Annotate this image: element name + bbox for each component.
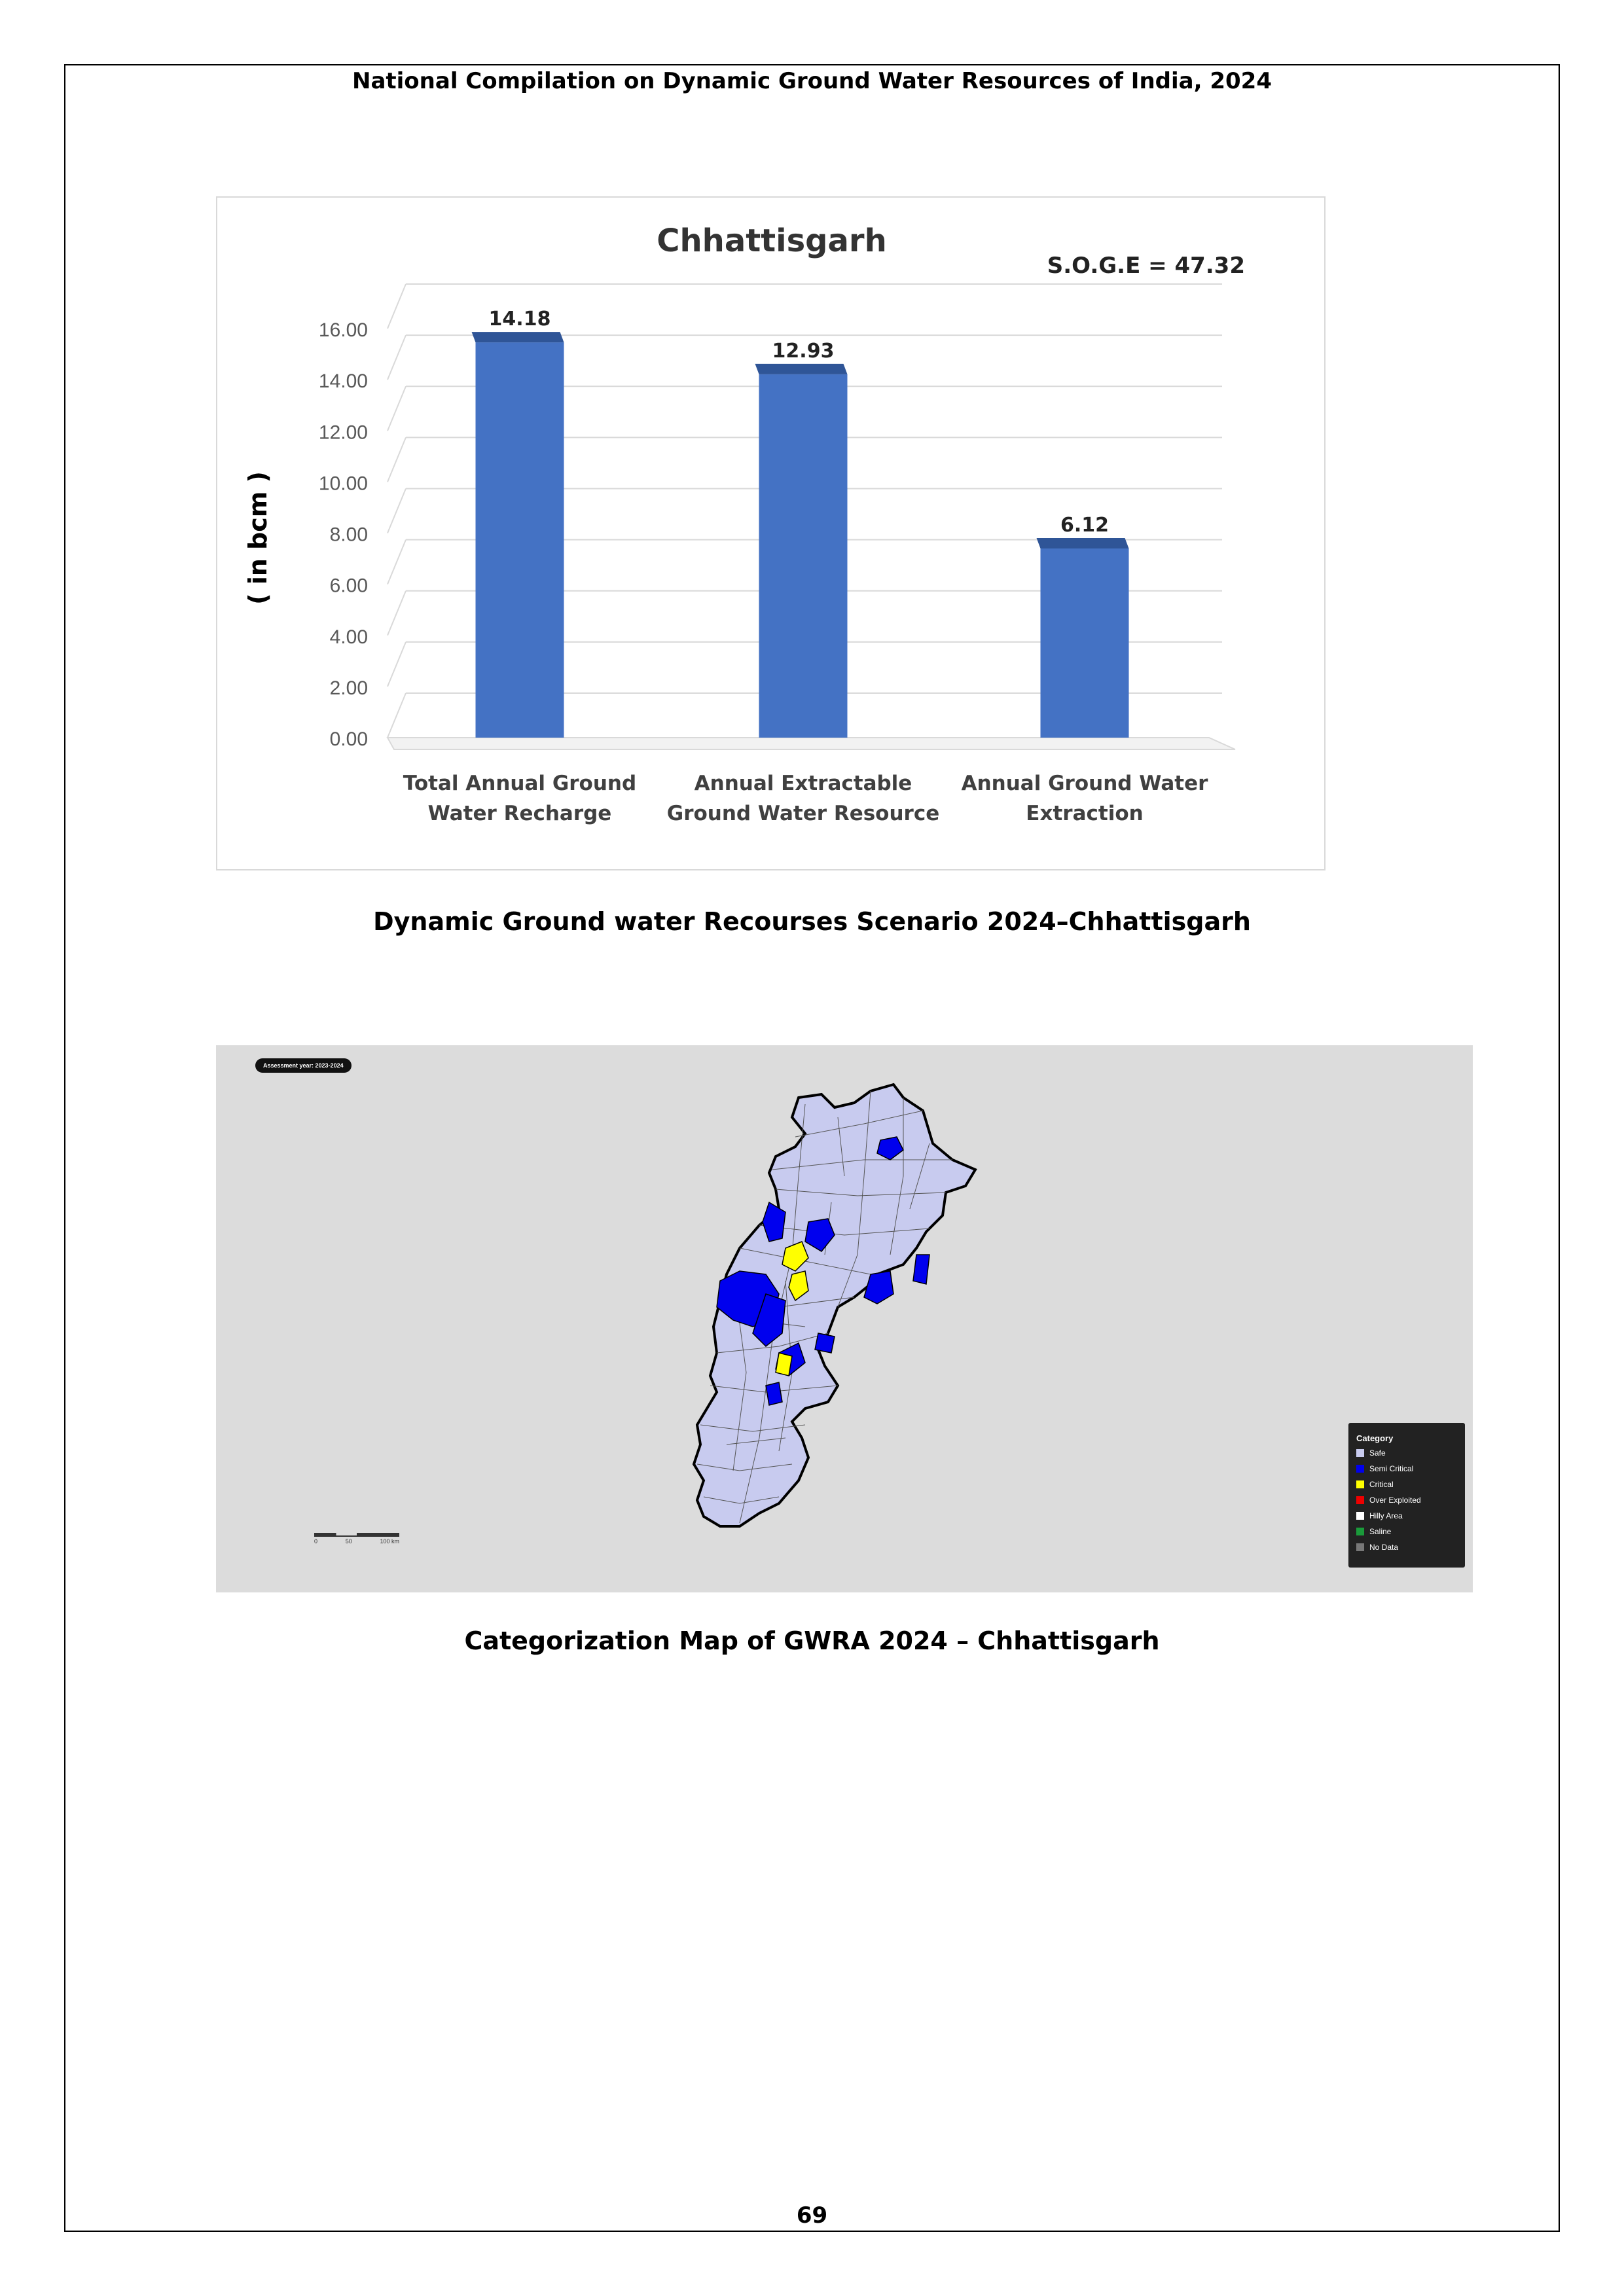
legend-swatch	[1356, 1528, 1364, 1535]
legend-label: Semi Critical	[1369, 1464, 1414, 1473]
gridline-diagonal	[387, 641, 406, 687]
data-label: 12.93	[772, 340, 835, 363]
gridline-diagonal	[387, 488, 406, 533]
gridline-diagonal	[387, 437, 406, 482]
legend-item: Saline	[1356, 1524, 1457, 1539]
gridline-diagonal	[387, 692, 406, 738]
legend-item: Semi Critical	[1356, 1461, 1457, 1477]
legend-label: Safe	[1369, 1448, 1386, 1458]
y-tick-label: 4.00	[330, 626, 368, 648]
page-number: 69	[796, 2202, 828, 2229]
x-category-label: Annual Extractable	[695, 772, 912, 795]
legend-swatch	[1356, 1465, 1364, 1473]
data-label: 14.18	[489, 308, 551, 331]
chart-caption: Dynamic Ground water Recourses Scenario …	[373, 907, 1251, 936]
document-header: National Compilation on Dynamic Ground W…	[352, 68, 1272, 94]
gridline-diagonal	[387, 334, 406, 380]
legend-title: Category	[1356, 1433, 1394, 1443]
y-axis-label: ( in bcm )	[244, 471, 272, 605]
critical-blocks	[775, 1241, 809, 1376]
gridline-diagonal	[387, 539, 406, 585]
bar-chart: 0.00 2.00 4.00 6.00 8.00 10.00 12.00 14.00 16.00…	[216, 196, 1326, 870]
gridline-diagonal	[387, 590, 406, 636]
legend-item: Over Exploited	[1356, 1492, 1457, 1508]
bar	[1040, 548, 1129, 738]
x-category-label: Annual Ground Water	[962, 772, 1209, 795]
gridline-diagonal	[387, 386, 406, 431]
y-tick-label: 6.00	[330, 575, 368, 597]
y-tick-label: 2.00	[330, 677, 368, 699]
legend-label: Over Exploited	[1369, 1496, 1421, 1505]
chart-canvas: 0.00 2.00 4.00 6.00 8.00 10.00 12.00 14.00 16.00…	[244, 223, 1245, 825]
bar	[759, 374, 848, 738]
legend-item: Safe	[1356, 1445, 1457, 1461]
scale-label: 50	[345, 1538, 352, 1545]
x-category-label: Ground Water Resource	[667, 802, 940, 825]
legend-swatch	[1356, 1480, 1364, 1488]
y-tick-label: 14.00	[319, 370, 368, 392]
map-caption: Categorization Map of GWRA 2024 – Chhatt…	[464, 1626, 1160, 1655]
bar-top	[1036, 537, 1129, 548]
map-scale-bar: 0 50 100 km	[314, 1533, 399, 1545]
legend-item: No Data	[1356, 1539, 1457, 1555]
gridline-diagonal	[387, 283, 406, 329]
legend-swatch	[1356, 1496, 1364, 1504]
legend-label: Critical	[1369, 1480, 1394, 1489]
x-category-label: Extraction	[1026, 802, 1143, 825]
legend-swatch	[1356, 1512, 1364, 1520]
legend-label: Saline	[1369, 1527, 1392, 1536]
map-canvas	[692, 1083, 977, 1528]
categorization-map: Assessment year: 2023-2024 0 50 100 km C…	[216, 1045, 1473, 1592]
y-tick-label: 0.00	[330, 728, 368, 750]
legend-swatch	[1356, 1449, 1364, 1457]
x-category-label: Water Recharge	[428, 802, 612, 825]
chart-annotation: S.O.G.E = 47.32	[1047, 253, 1245, 279]
chart-title: Chhattisgarh	[657, 223, 886, 259]
chart-floor	[386, 737, 1236, 750]
page-border	[64, 64, 1560, 2232]
map-legend: Category Safe Semi Critical Critical Over E…	[1348, 1423, 1465, 1568]
legend-label: No Data	[1369, 1543, 1399, 1552]
state-outline	[692, 1083, 977, 1528]
y-tick-label: 12.00	[319, 422, 368, 443]
y-tick-label: 8.00	[330, 524, 368, 546]
y-tick-label: 16.00	[319, 319, 368, 341]
x-category-label: Total Annual Ground	[403, 772, 636, 795]
bar	[475, 342, 564, 738]
legend-item: Critical	[1356, 1477, 1457, 1492]
data-label: 6.12	[1060, 514, 1109, 537]
assessment-year-badge: Assessment year: 2023-2024	[255, 1058, 352, 1073]
scale-label: 0	[314, 1538, 318, 1545]
legend-item: Hilly Area	[1356, 1508, 1457, 1524]
y-tick-label: 10.00	[319, 473, 368, 494]
bar-top	[755, 363, 848, 374]
semi-critical-blocks	[716, 1136, 930, 1406]
legend-label: Hilly Area	[1369, 1511, 1403, 1520]
scale-label: 100 km	[380, 1538, 399, 1545]
legend-swatch	[1356, 1543, 1364, 1551]
bar-top	[471, 332, 564, 343]
